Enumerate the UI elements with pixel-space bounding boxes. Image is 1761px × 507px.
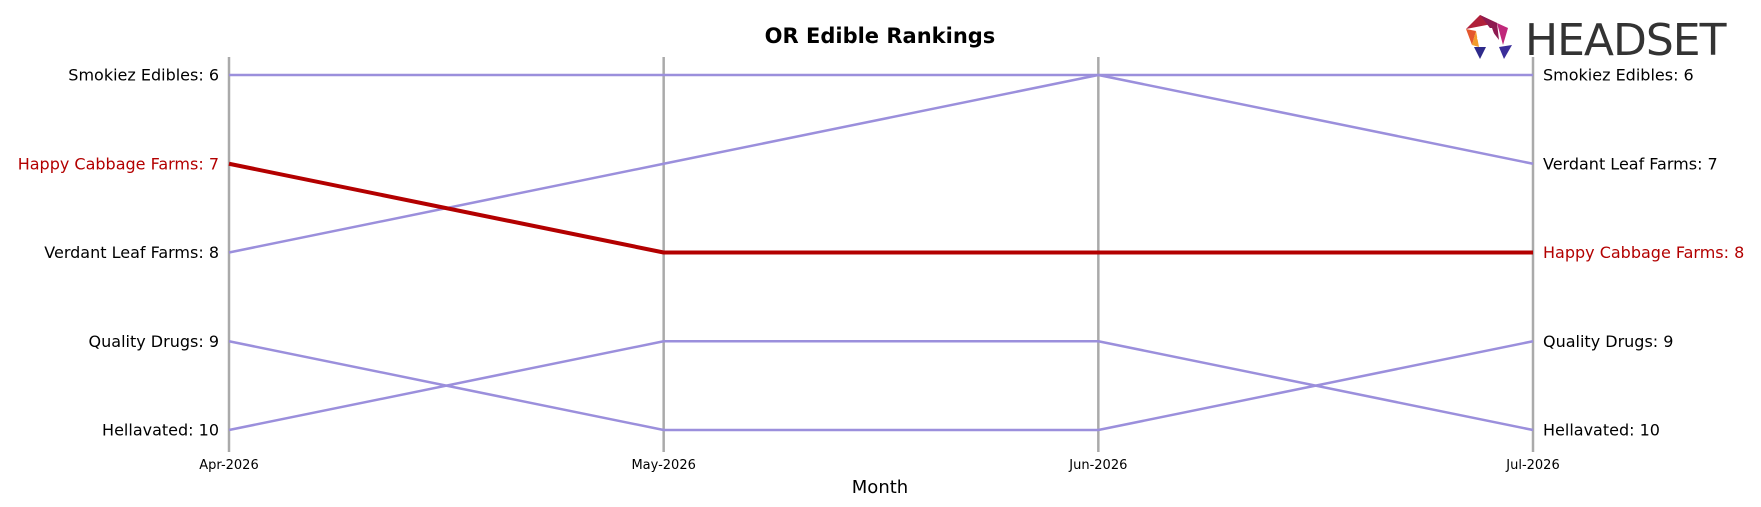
left-label-happy-cabbage-farms: Happy Cabbage Farms: 7	[18, 154, 219, 173]
series-line-smokiez-edibles	[229, 73, 1534, 165]
left-label-smokiez-edibles: Smokiez Edibles: 6	[68, 66, 219, 85]
x-tick-jul-2026: Jul-2026	[1505, 458, 1559, 473]
series-line-happy-cabbage-farms	[228, 161, 1533, 255]
right-label-happy-cabbage-farms: Happy Cabbage Farms: 8	[1543, 243, 1744, 262]
series-lines	[228, 73, 1534, 432]
x-tick-jun-2026: Jun-2026	[1068, 458, 1127, 473]
logo-wordmark: HEADSET	[1525, 15, 1727, 66]
right-label-hellavated: Hellavated: 10	[1543, 421, 1660, 440]
x-axis-label: Month	[852, 477, 908, 498]
left-label-quality-drugs: Quality Drugs: 9	[89, 332, 219, 351]
x-tick-apr-2026: Apr-2026	[199, 458, 258, 473]
x-axis-ticks: Apr-2026 May-2026 Jun-2026 Jul-2026	[199, 458, 1559, 473]
right-label-smokiez-edibles: Smokiez Edibles: 6	[1543, 66, 1694, 85]
series-line-hellavated	[228, 340, 1534, 432]
right-label-verdant-leaf-farms: Verdant Leaf Farms: 7	[1543, 154, 1718, 173]
headset-logo: HEADSET	[1466, 15, 1728, 66]
rank-labels: Smokiez Edibles: 6 Happy Cabbage Farms: 7…	[18, 66, 1745, 440]
series-line-verdant-leaf-farms	[228, 73, 1533, 254]
chart-title: OR Edible Rankings	[765, 24, 996, 48]
x-tick-may-2026: May-2026	[631, 458, 695, 473]
series-line-quality-drugs	[228, 340, 1534, 432]
left-label-verdant-leaf-farms: Verdant Leaf Farms: 8	[44, 243, 219, 262]
right-label-quality-drugs: Quality Drugs: 9	[1543, 332, 1673, 351]
headset-hexagon-logo-icon	[1466, 15, 1512, 59]
left-label-hellavated: Hellavated: 10	[102, 421, 219, 440]
